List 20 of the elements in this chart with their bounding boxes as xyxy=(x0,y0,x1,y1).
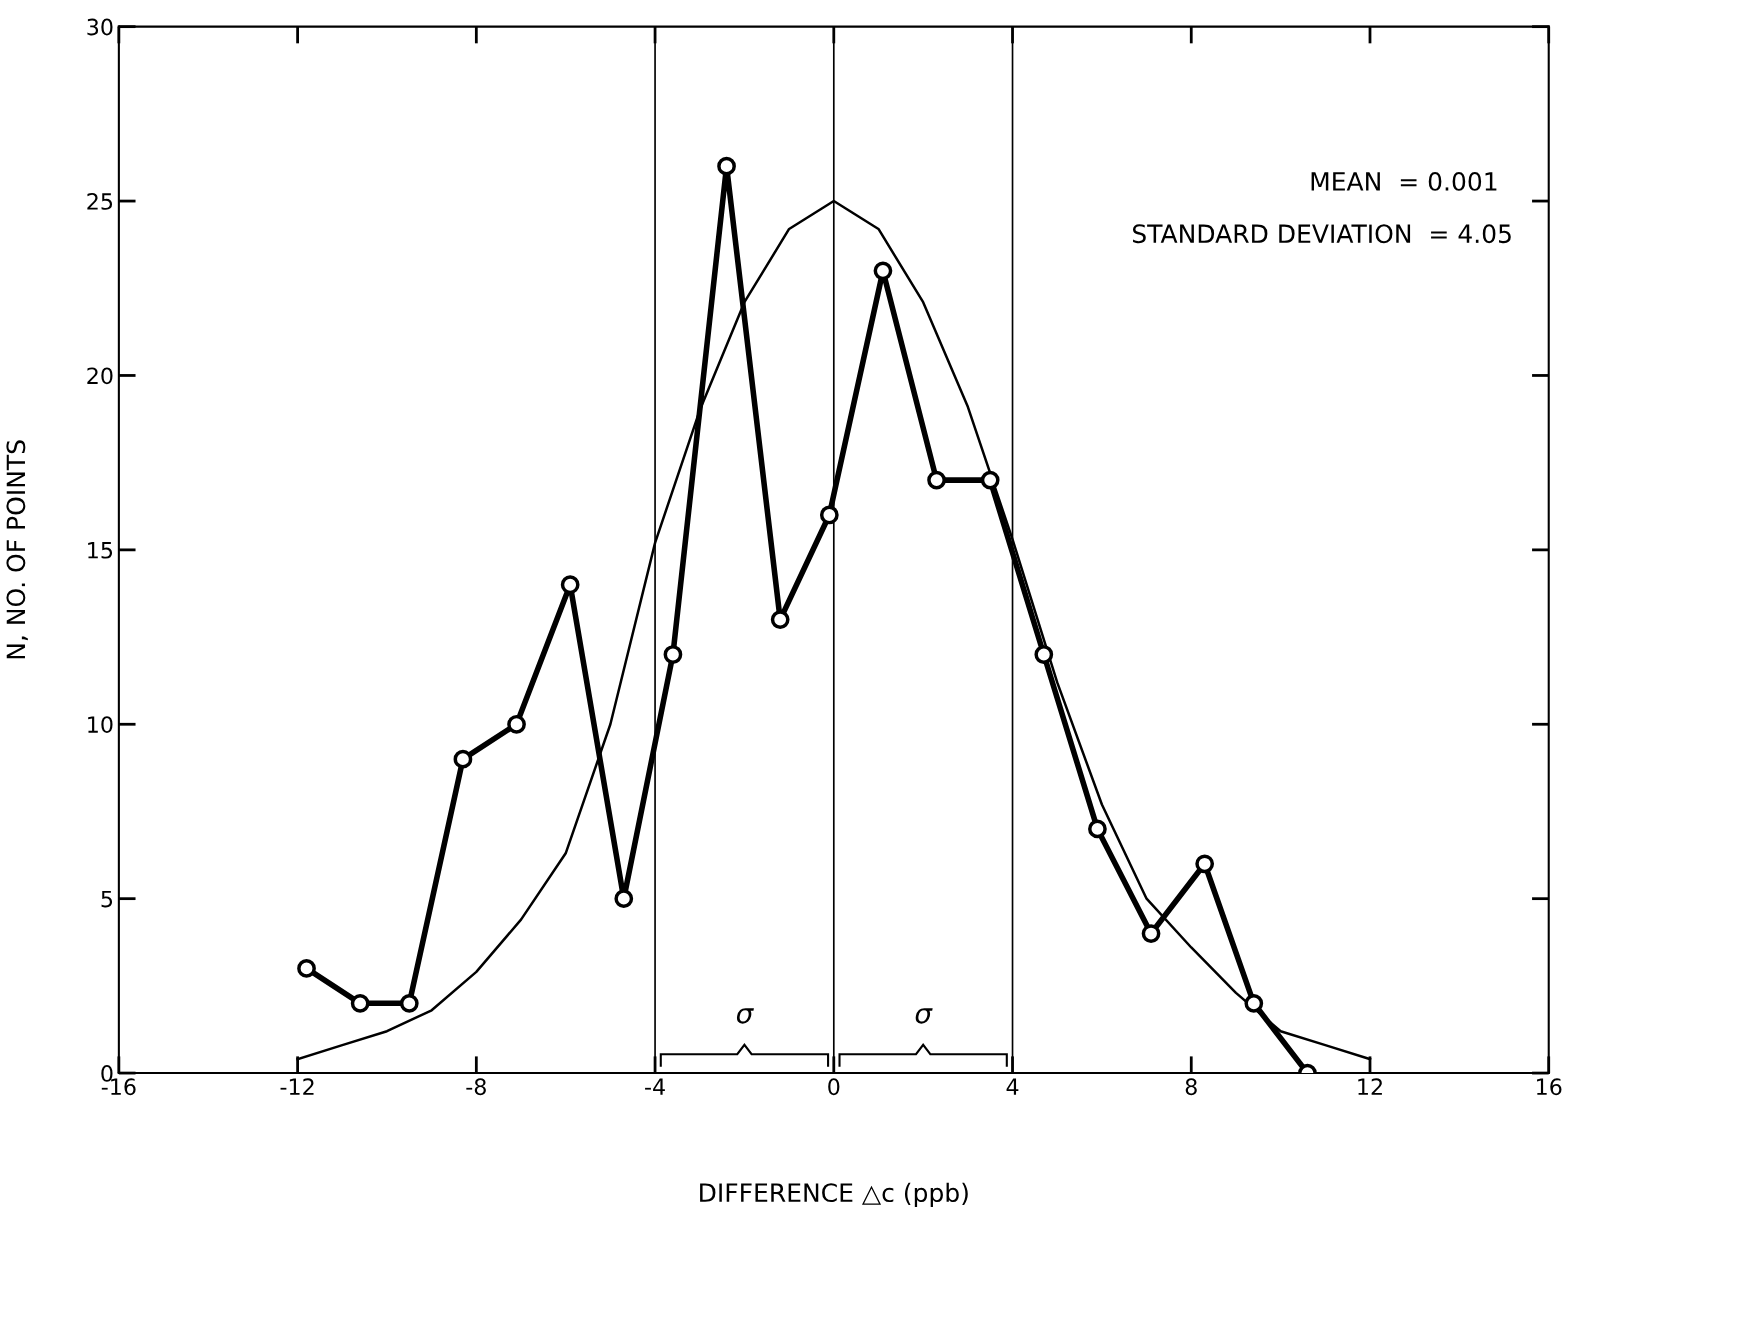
x-tick-label: 12 xyxy=(1358,1078,1382,1095)
x-tick-label: -12 xyxy=(280,1078,314,1095)
x-tick-label: -8 xyxy=(466,1078,486,1096)
x-axis-title: DIFFERENCE △c (ppb) xyxy=(700,1182,968,1207)
y-tick-label: 30 xyxy=(87,18,113,36)
annotation: σ xyxy=(915,1008,933,1024)
y-tick-label: 25 xyxy=(87,193,113,210)
x-tick-label: 8 xyxy=(1185,1078,1197,1096)
x-tick-label: 0 xyxy=(828,1078,840,1096)
y-axis-title: N, NO. OF POINTS xyxy=(6,440,28,659)
x-tick-label: 4 xyxy=(1006,1078,1019,1095)
x-tick-label: -4 xyxy=(645,1078,665,1095)
y-tick-label: 20 xyxy=(87,367,113,385)
y-tick-label: 5 xyxy=(101,890,113,908)
y-tick-label: 15 xyxy=(88,542,113,559)
annotation: σ xyxy=(736,1008,754,1024)
annotation: MEAN = 0.001 xyxy=(1311,171,1497,191)
annotation: STANDARD DEVIATION = 4.05 xyxy=(1132,224,1511,244)
x-tick-label: 16 xyxy=(1537,1078,1562,1096)
y-tick-label: 10 xyxy=(88,716,113,734)
